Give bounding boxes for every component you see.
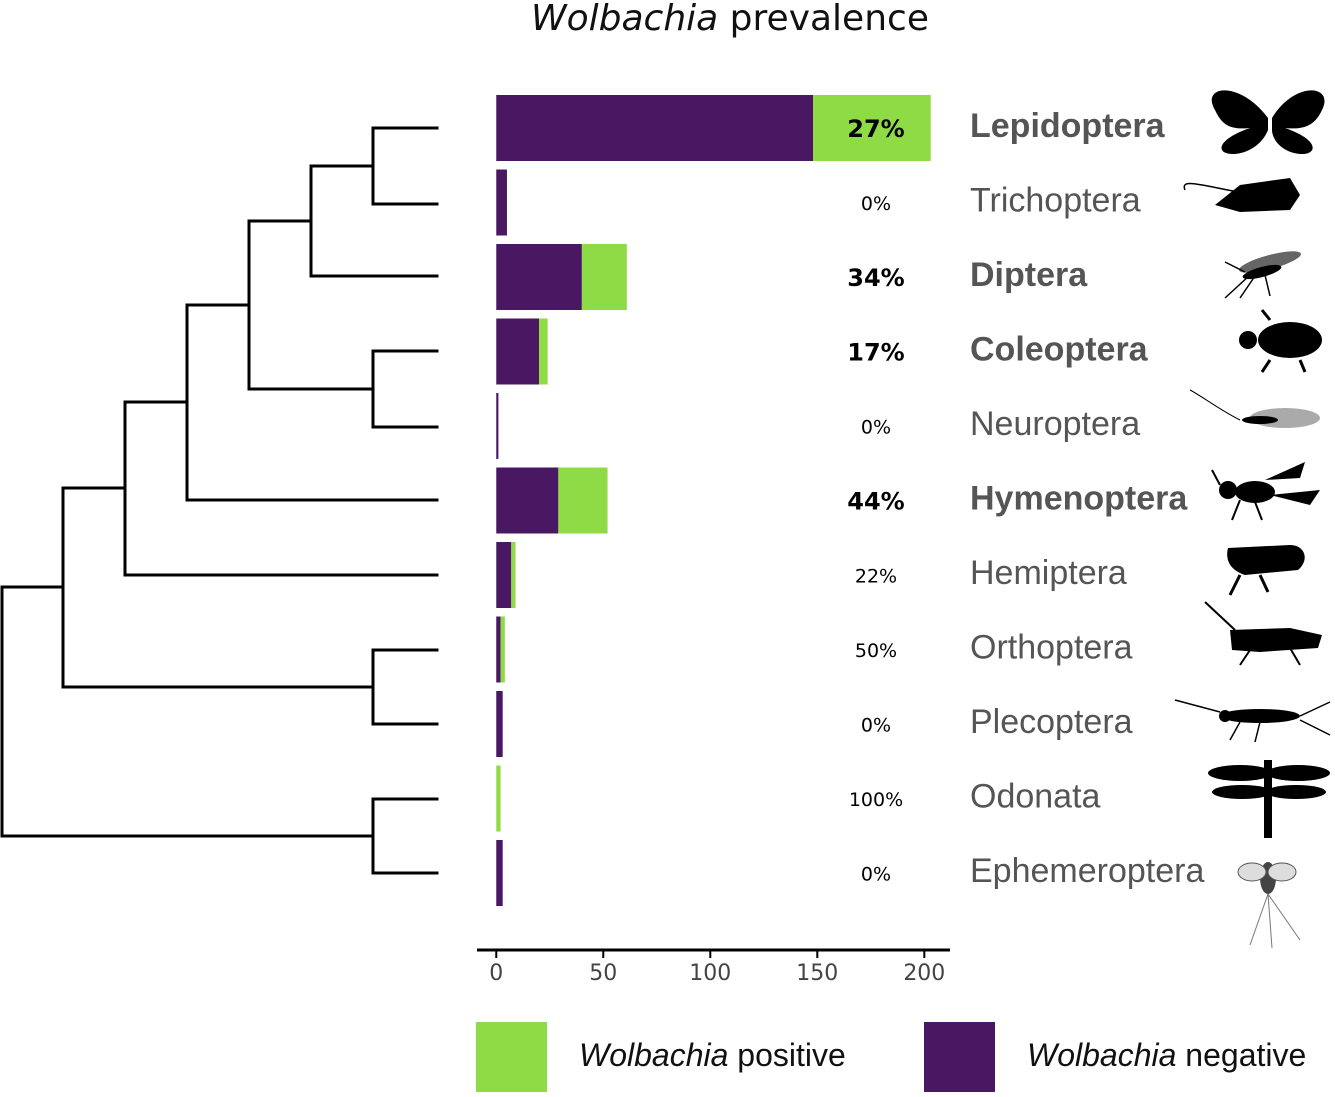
bar-segment — [496, 169, 507, 236]
x-tick-label: 150 — [796, 961, 838, 986]
legend-swatch — [924, 1022, 995, 1092]
bar-segment — [496, 318, 540, 385]
prevalence-label: 22% — [855, 566, 897, 588]
category-label: Hemiptera — [970, 554, 1127, 592]
prevalence-label: 100% — [849, 789, 903, 811]
category-label: Odonata — [970, 777, 1101, 815]
bar-segment — [496, 542, 512, 608]
prevalence-label: 17% — [847, 339, 904, 367]
legend: Wolbachia positive Wolbachia negative — [476, 1022, 1306, 1092]
category-label: Plecoptera — [970, 703, 1133, 741]
bar-segment — [813, 95, 931, 161]
bar-segment — [500, 616, 505, 683]
bar-segment — [511, 542, 516, 608]
legend-label: Wolbachia positive — [579, 1037, 846, 1073]
bar-segment — [581, 244, 627, 310]
prevalence-label: 44% — [847, 488, 904, 516]
bar-segment — [496, 95, 814, 161]
x-tick-label: 0 — [489, 961, 503, 986]
prevalence-label: 0% — [861, 715, 891, 737]
bar-segment — [496, 691, 503, 757]
bar-segment — [496, 765, 501, 832]
category-label: Lepidoptera — [970, 107, 1166, 145]
chart-title: Wolbachia prevalence — [531, 0, 929, 39]
bar-segment — [496, 393, 499, 459]
x-tick-label: 50 — [589, 961, 617, 986]
prevalence-label: 0% — [861, 193, 891, 215]
category-label: Orthoptera — [970, 628, 1133, 666]
category-label: Diptera — [970, 256, 1088, 294]
bar-segment — [496, 467, 559, 534]
category-label: Hymenoptera — [970, 479, 1188, 517]
category-label: Ephemeroptera — [970, 852, 1204, 890]
legend-swatch — [476, 1022, 547, 1092]
prevalence-label: 0% — [861, 417, 891, 439]
bar-segment — [558, 467, 608, 534]
legend-label: Wolbachia negative — [1027, 1037, 1306, 1073]
prevalence-label: 0% — [861, 864, 891, 886]
category-label: Coleoptera — [970, 330, 1149, 368]
bar-segment — [496, 616, 501, 683]
prevalence-label: 27% — [847, 115, 904, 143]
x-tick-label: 100 — [689, 961, 731, 986]
bar-segment — [539, 318, 548, 385]
prevalence-label: 34% — [847, 264, 904, 292]
bar-segment — [496, 244, 582, 310]
category-label: Neuroptera — [970, 405, 1140, 443]
x-tick-label: 200 — [903, 961, 945, 986]
category-label: Trichoptera — [970, 181, 1141, 219]
insect-silhouettes — [1174, 90, 1331, 949]
prevalence-label: 50% — [855, 640, 897, 662]
bar-segment — [496, 840, 503, 906]
phylogeny — [0, 126, 439, 875]
